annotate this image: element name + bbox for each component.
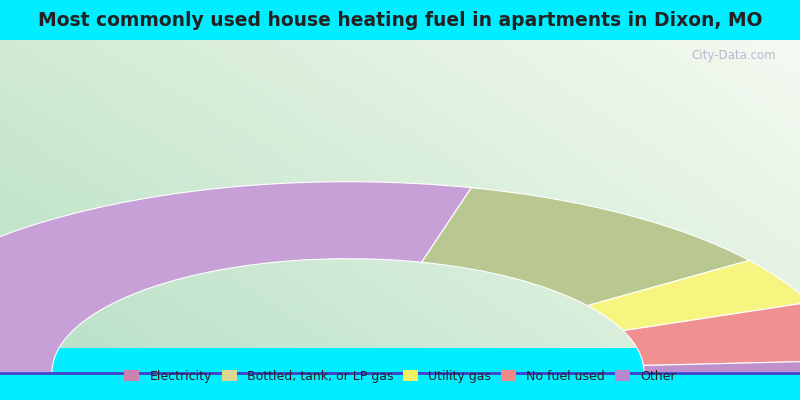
Wedge shape xyxy=(643,361,800,373)
Legend: Electricity, Bottled, tank, or LP gas, Utility gas, No fuel used, Other: Electricity, Bottled, tank, or LP gas, U… xyxy=(125,370,675,383)
Wedge shape xyxy=(587,260,800,331)
Wedge shape xyxy=(422,188,750,306)
Wedge shape xyxy=(0,182,471,373)
Text: Most commonly used house heating fuel in apartments in Dixon, MO: Most commonly used house heating fuel in… xyxy=(38,10,762,30)
Text: City-Data.com: City-Data.com xyxy=(691,49,776,62)
Wedge shape xyxy=(623,302,800,366)
